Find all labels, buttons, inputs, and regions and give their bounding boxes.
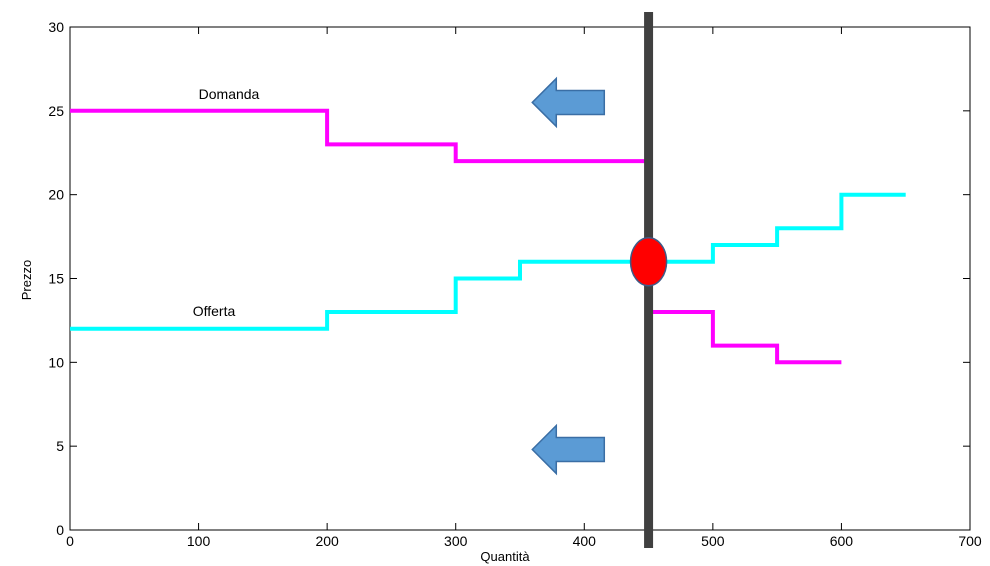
- series-lines: [70, 108, 906, 365]
- equilibrium-point-marker: [629, 236, 668, 287]
- series-labels: Domanda Offerta: [193, 86, 260, 319]
- series-line-domanda: [70, 108, 842, 365]
- x-tick-label: 100: [187, 533, 211, 549]
- y-tick-label: 0: [56, 522, 64, 538]
- y-axis-label: Prezzo: [19, 260, 34, 300]
- x-tick-label: 0: [66, 533, 74, 549]
- x-tick-label: 200: [315, 533, 339, 549]
- left-arrow-icon: [531, 423, 606, 476]
- y-tick-label: 25: [48, 103, 64, 119]
- x-tick-label: 600: [830, 533, 854, 549]
- y-tick-label: 5: [56, 438, 64, 454]
- series-label-offerta: Offerta: [193, 303, 236, 319]
- left-arrow-icon: [531, 76, 606, 129]
- y-tick-label: 20: [48, 187, 64, 203]
- x-tick-label: 300: [444, 533, 468, 549]
- annotations: [531, 12, 668, 548]
- x-tick-label: 500: [701, 533, 725, 549]
- series-label-domanda: Domanda: [199, 86, 260, 102]
- tick-labels: 0 100 200 300 400 500 600 700 0 5 10 15 20 25 30: [48, 19, 981, 549]
- y-tick-label: 15: [48, 271, 64, 287]
- x-tick-label: 700: [958, 533, 982, 549]
- y-tick-label: 10: [48, 354, 64, 370]
- plot-frame: [69, 26, 971, 531]
- y-tick-label: 30: [48, 19, 64, 35]
- x-axis-label: Quantità: [480, 549, 530, 564]
- x-tick-label: 400: [573, 533, 597, 549]
